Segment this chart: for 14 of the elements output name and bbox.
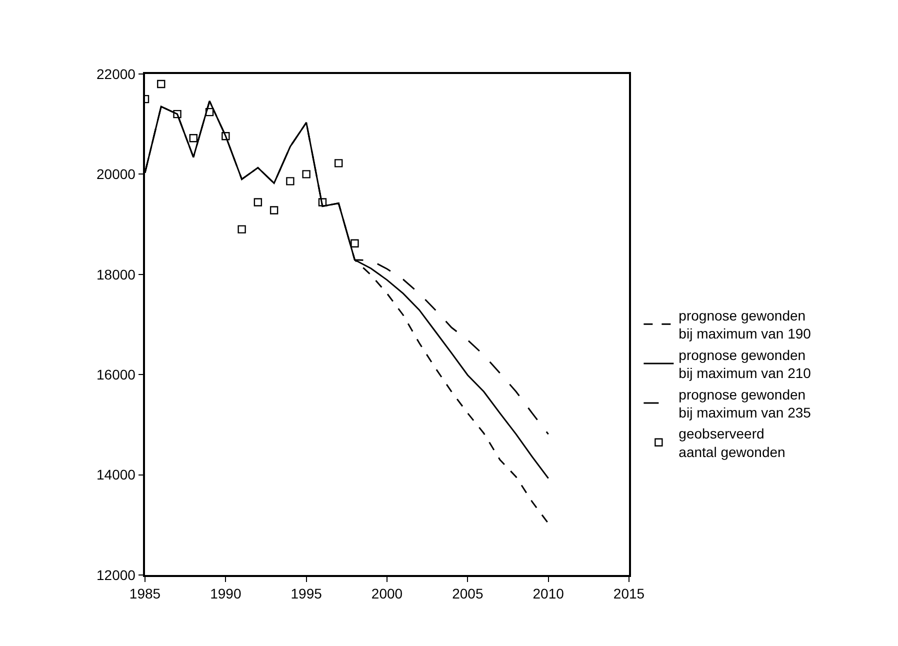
x-tick-label: 2015 [613,586,645,602]
x-tick-label: 1985 [129,586,161,602]
y-tick-label: 12000 [96,566,136,583]
y-tick-label: 14000 [96,466,136,483]
x-tick-label: 2000 [371,586,403,602]
x-tick-label: 1990 [210,586,242,602]
y-tick-label: 20000 [96,166,136,182]
x-tick-label: 2005 [452,586,484,602]
y-tick-label: 22000 [96,66,136,82]
y-tick-label: 16000 [96,366,136,382]
x-tick-label: 1995 [290,586,322,602]
legend-label: geobserveerd aantal gewonden [678,426,786,460]
x-tick-label: 2010 [532,586,564,602]
y-tick-label: 18000 [96,266,136,282]
